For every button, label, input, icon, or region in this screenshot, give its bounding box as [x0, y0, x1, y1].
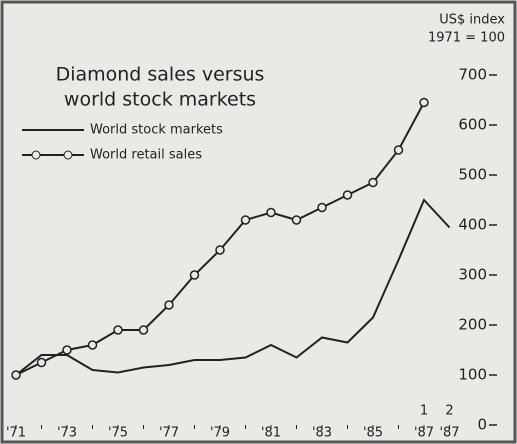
- legend-label: World stock markets: [90, 123, 223, 138]
- chart-title: Diamond sales versus: [56, 64, 265, 86]
- data-point: [419, 97, 429, 108]
- chart-title: world stock markets: [64, 89, 256, 111]
- data-point: [36, 357, 47, 368]
- data-point: [215, 245, 225, 255]
- y-tick-label: 400: [458, 216, 487, 234]
- data-point: [164, 300, 174, 310]
- data-point: [317, 202, 327, 213]
- data-point: [240, 215, 251, 225]
- data-point: [11, 370, 21, 380]
- x-tick-label: '79: [210, 426, 230, 441]
- series-line: [15, 198, 451, 376]
- data-point: [62, 345, 72, 355]
- x-tick-label: '87: [439, 426, 459, 441]
- x-tick-label: '77: [159, 426, 179, 441]
- data-point: [113, 325, 123, 335]
- y-tick-label: 200: [458, 316, 487, 334]
- data-point: [266, 207, 276, 218]
- data-point: [87, 340, 98, 350]
- data-point: [291, 215, 302, 225]
- data-point: [138, 325, 149, 335]
- y-tick-label: 0: [477, 416, 487, 434]
- y-tick-label: 700: [458, 66, 487, 84]
- y-tick-label: 500: [458, 166, 487, 184]
- y-tick-label: 300: [458, 266, 487, 284]
- x-tick-label: '71: [6, 426, 26, 441]
- data-point: [342, 190, 353, 200]
- y-axis-label: 1971 = 100: [428, 31, 505, 46]
- legend-marker: [63, 150, 73, 160]
- x-tick-label: '73: [57, 426, 77, 441]
- legend-label: World retail sales: [90, 148, 202, 163]
- x-tick-label: '87: [414, 426, 434, 441]
- x-tick-label: '81: [261, 426, 281, 441]
- data-point: [393, 145, 404, 155]
- y-tick-label: 100: [458, 366, 487, 384]
- data-point: [189, 270, 200, 280]
- x-tick-label: '83: [312, 426, 332, 441]
- legend-marker: [31, 150, 41, 160]
- x-tick-sublabel: 2: [445, 404, 453, 419]
- y-tick-label: 600: [458, 116, 487, 134]
- x-tick-label: '75: [108, 426, 128, 441]
- y-axis-label: US$ index: [439, 13, 505, 28]
- x-tick-sublabel: 1: [420, 404, 428, 419]
- data-point: [368, 177, 378, 188]
- x-tick-label: '85: [363, 426, 383, 441]
